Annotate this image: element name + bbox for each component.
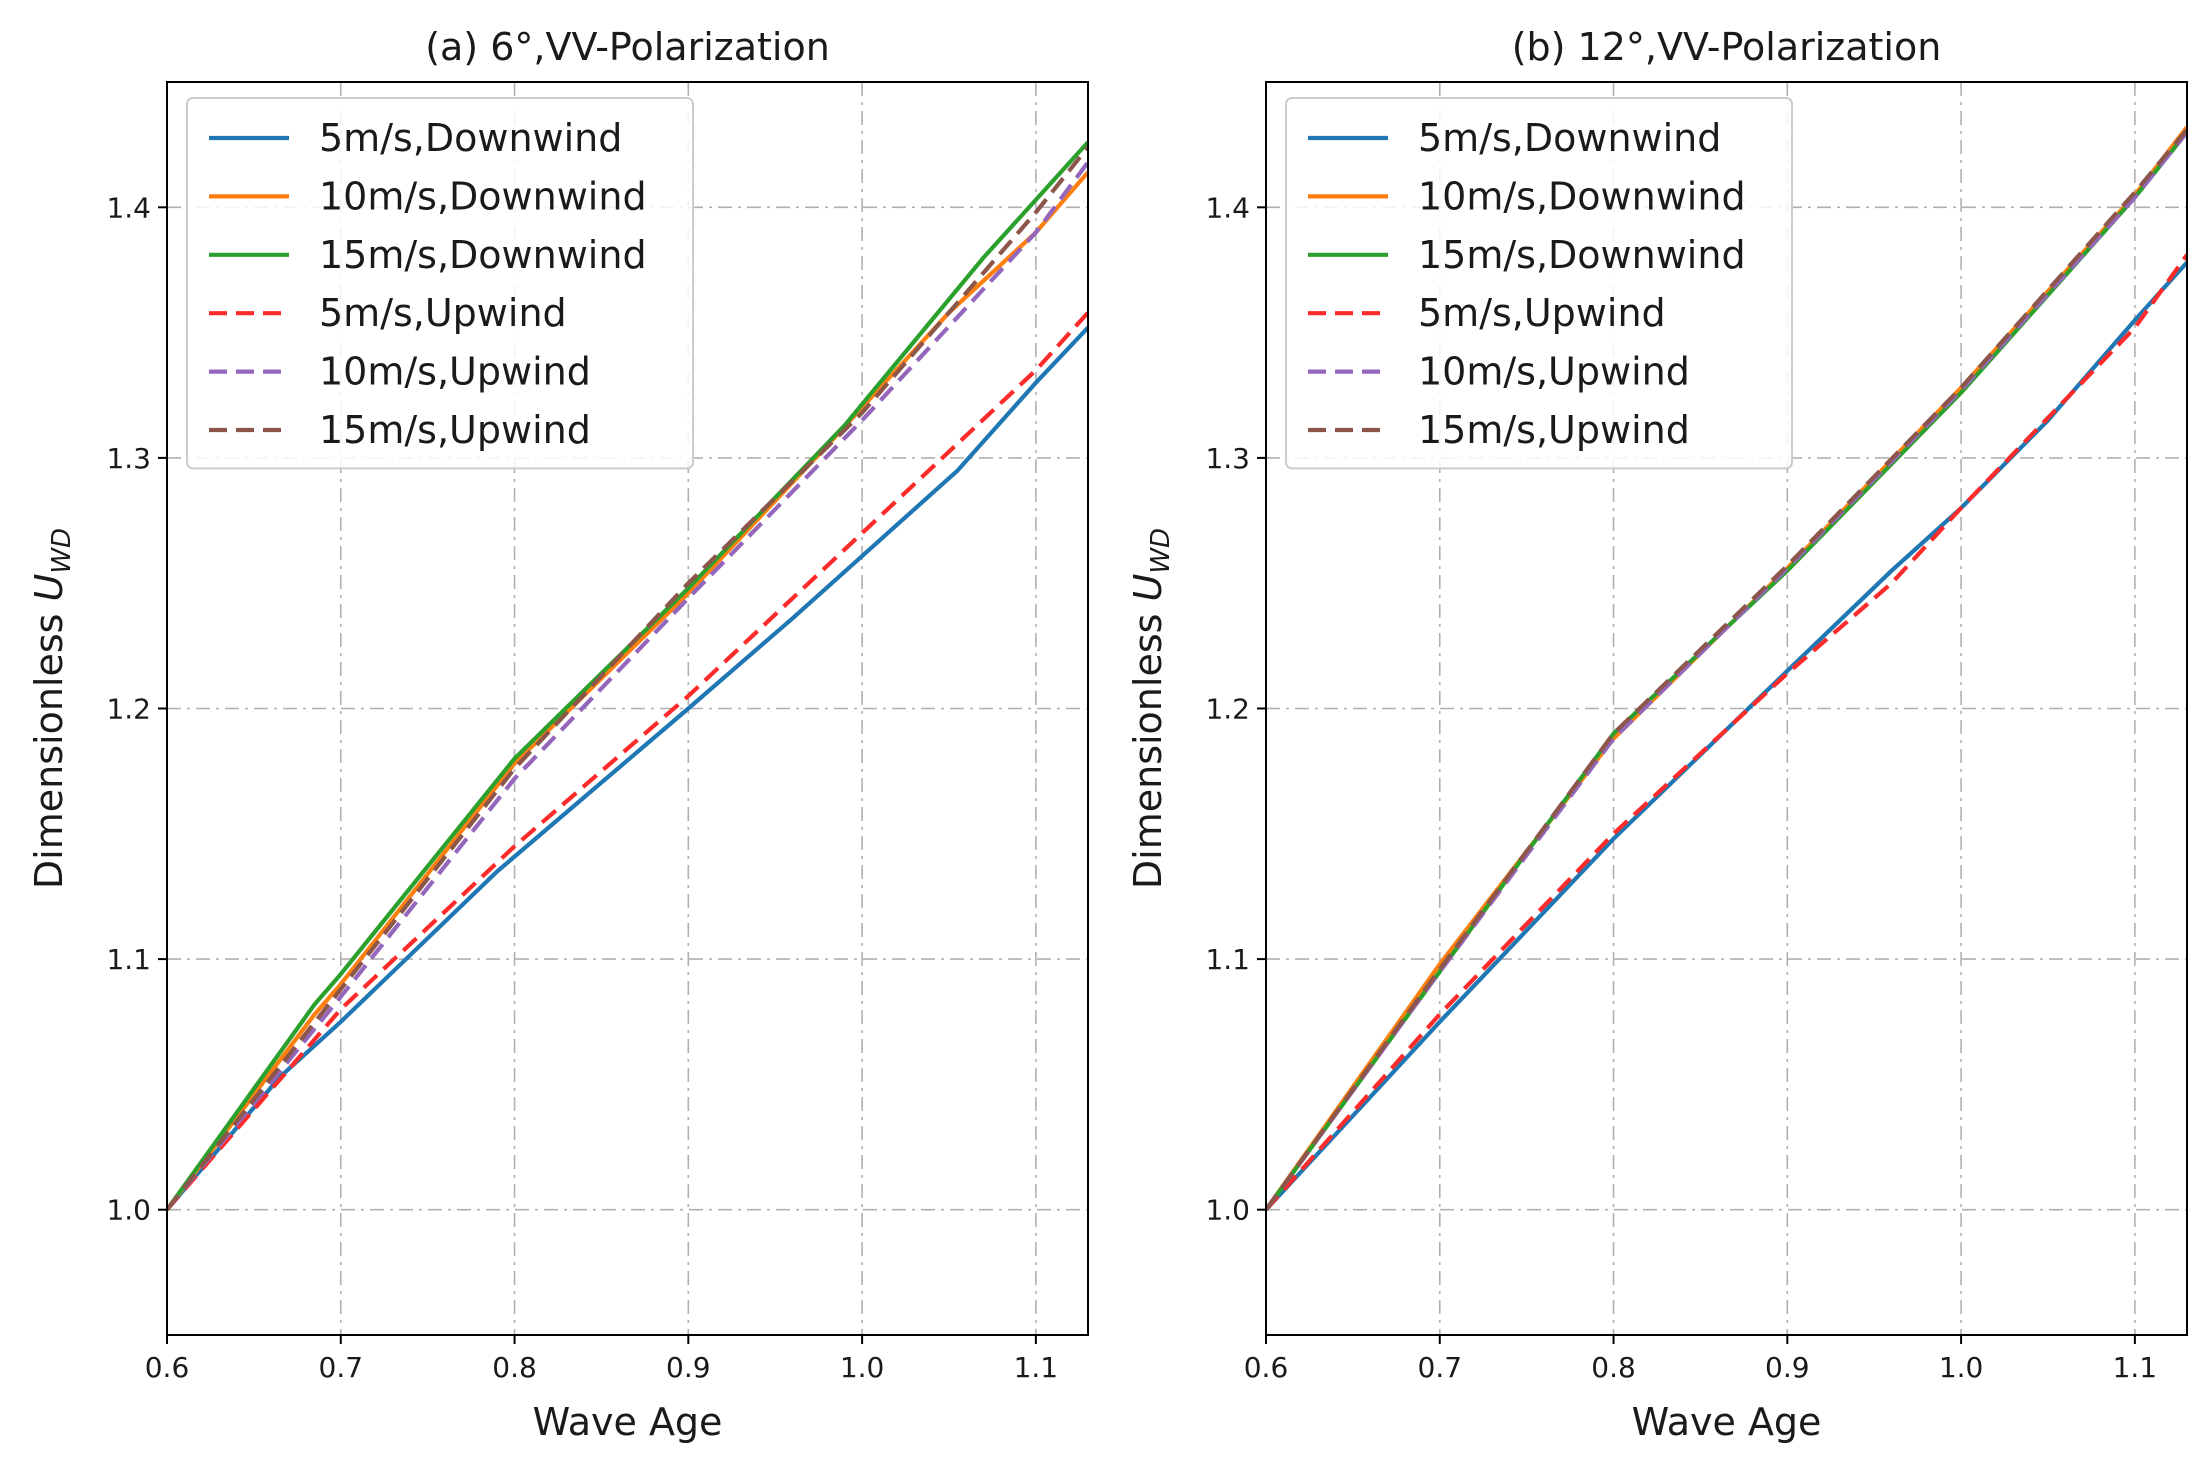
legend-entry: 10m/s,Downwind (1418, 174, 1746, 218)
x-axis-label: Wave Age (1632, 1400, 1822, 1444)
legend-entry: 10m/s,Downwind (319, 174, 647, 218)
series-line-5m-s-downwind (1266, 260, 2187, 1212)
legend-entry: 15m/s,Downwind (1418, 233, 1746, 277)
x-tick-label: 0.7 (1418, 1351, 1463, 1384)
y-tick-label: 1.0 (1205, 1194, 1250, 1227)
y-tick-label: 1.4 (1205, 191, 1250, 224)
legend-entry: 5m/s,Upwind (1418, 291, 1666, 335)
series-line-5m-s-upwind (167, 311, 1088, 1212)
series-group (1266, 125, 2187, 1212)
x-tick-label: 0.8 (1591, 1351, 1636, 1384)
series-line-5m-s-upwind (1266, 253, 2187, 1212)
y-axis-label-subscript: WD (47, 528, 77, 574)
x-tick-label: 1.0 (840, 1351, 885, 1384)
chart-title: (b) 12°,VV-Polarization (1512, 25, 1942, 69)
x-tick-label: 0.8 (492, 1351, 537, 1384)
x-tick-label: 1.0 (1939, 1351, 1984, 1384)
y-tick-label: 1.2 (106, 693, 151, 726)
plot-frame (166, 81, 1089, 1336)
chart-panel-1: 0.6 0.7 0.8 0.9 1.0 1.1 1.0 1.1 1.2 1.3 1.4 (a) 6°,… (27, 25, 1089, 1444)
y-axis-label: Dimensionless UWD (27, 528, 77, 889)
legend-entry: 15m/s,Downwind (319, 233, 647, 277)
legend-box (186, 97, 694, 470)
series-line-10m-s-downwind (167, 170, 1088, 1211)
x-tick-label: 0.9 (1765, 1351, 1810, 1384)
legend: 5m/s,Downwind 10m/s,Downwind 15m/s,Downwin… (186, 97, 694, 470)
x-tick-label: 1.1 (2113, 1351, 2158, 1384)
chart-title: (a) 6°,VV-Polarization (425, 25, 830, 69)
plot-frame (1265, 81, 2188, 1336)
y-tick-label: 1.3 (106, 442, 151, 475)
y-axis-label-text: Dimensionless (27, 601, 71, 889)
legend-box (1285, 97, 1793, 470)
y-tick-label: 1.3 (1205, 442, 1250, 475)
y-tick-label: 1.1 (1205, 943, 1250, 976)
y-axis-label-symbol: U (1126, 573, 1170, 601)
y-axis-label: Dimensionless UWD (1126, 528, 1176, 889)
series-line-10m-s-upwind (1266, 130, 2187, 1211)
x-tick-label: 0.7 (319, 1351, 364, 1384)
chart-panel-2: 0.6 0.7 0.8 0.9 1.0 1.1 1.0 1.1 1.2 1.3 1.4 (b) 12°… (1126, 25, 2188, 1444)
legend-entry: 15m/s,Upwind (1418, 408, 1690, 452)
legend-entry: 10m/s,Upwind (319, 350, 591, 394)
y-axis-label-symbol: U (27, 573, 71, 601)
y-axis-label-text: Dimensionless (1126, 601, 1170, 889)
legend-entry: 5m/s,Upwind (319, 291, 567, 335)
legend: 5m/s,Downwind 10m/s,Downwind 15m/s,Downwin… (1285, 97, 1793, 470)
x-tick-label: 1.1 (1014, 1351, 1059, 1384)
legend-entry: 15m/s,Upwind (319, 408, 591, 452)
series-line-15m-s-upwind (167, 145, 1088, 1211)
legend-entry: 5m/s,Downwind (1418, 116, 1721, 160)
y-axis-label-subscript: WD (1146, 528, 1176, 574)
x-tick-label: 0.9 (666, 1351, 711, 1384)
legend-entry: 10m/s,Upwind (1418, 350, 1690, 394)
x-axis-label: Wave Age (533, 1400, 723, 1444)
y-tick-label: 1.0 (106, 1194, 151, 1227)
series-line-10m-s-upwind (167, 160, 1088, 1212)
x-tick-label: 0.6 (1244, 1351, 1289, 1384)
series-group (167, 140, 1088, 1212)
y-tick-label: 1.4 (106, 191, 151, 224)
x-tick-label: 0.6 (145, 1351, 190, 1384)
y-tick-label: 1.2 (1205, 693, 1250, 726)
y-tick-label: 1.1 (106, 943, 151, 976)
legend-entry: 5m/s,Downwind (319, 116, 622, 160)
